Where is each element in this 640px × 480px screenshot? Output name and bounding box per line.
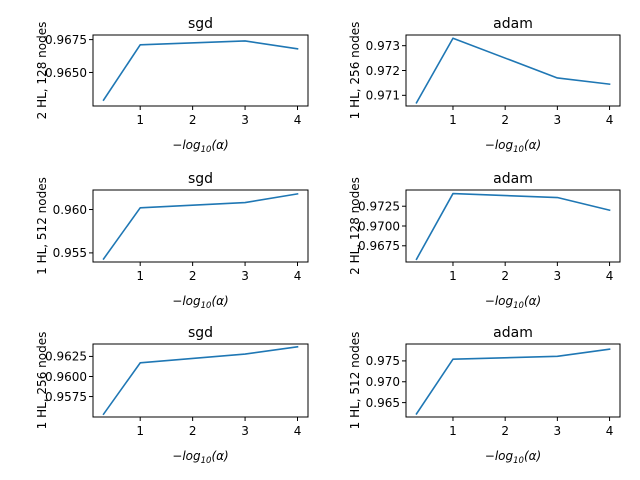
- subplot-title: adam: [493, 325, 533, 341]
- x-tick-label: 3: [554, 113, 562, 127]
- axes-frame: [405, 34, 621, 107]
- x-tick-label: 2: [501, 269, 509, 283]
- y-tick-label: 0.973: [366, 39, 400, 53]
- x-axis-label: −log10(α): [485, 294, 541, 311]
- y-tick-label: 0.9725: [358, 200, 400, 214]
- x-tick-label: 1: [449, 424, 457, 438]
- x-tick-label: 4: [294, 424, 302, 438]
- subplot-title: sgd: [188, 16, 213, 32]
- y-axis-label: 1 HL, 512 nodes: [348, 332, 362, 430]
- subplot-3: sgd 1 HL, 512 nodes −log10(α) 1 2 3 4 0.955 0.96…: [35, 171, 309, 311]
- subplot-6: adam 1 HL, 512 nodes −log10(α) 1 2 3 4 0.965 0.9…: [348, 325, 621, 466]
- series-line: [102, 192, 299, 261]
- subplot-5: sgd 1 HL, 256 nodes −log10(α) 1 2 3 4 0.9575 0.9…: [35, 325, 309, 466]
- subplot-4: adam 2 HL, 128 nodes −log10(α) 1 2 3 4 0.9675 0.…: [348, 171, 621, 311]
- axes-frame: [405, 189, 621, 263]
- axes-frame: [92, 343, 309, 418]
- x-tick-label: 4: [606, 269, 614, 283]
- subplot-2: adam 1 HL, 256 nodes −log10(α) 1 2 3 4 0.971 0.9…: [348, 16, 621, 155]
- x-tick-label: 1: [449, 113, 457, 127]
- subplot-1: sgd 2 HL, 128 nodes −log10(α) 1 2 3 4 0.9650 0.9…: [35, 16, 309, 155]
- x-tick-label: 1: [136, 424, 144, 438]
- x-tick-label: 3: [554, 424, 562, 438]
- subplot-title: sgd: [188, 325, 213, 341]
- axes-frame: [92, 34, 309, 107]
- y-axis-label: 1 HL, 256 nodes: [348, 22, 362, 120]
- y-tick-label: 0.9650: [45, 66, 87, 80]
- y-tick-label: 0.965: [366, 396, 400, 410]
- y-axis-label: 1 HL, 512 nodes: [35, 177, 49, 275]
- y-axis-label: 1 HL, 256 nodes: [35, 332, 49, 430]
- x-tick-label: 1: [136, 113, 144, 127]
- x-tick-label: 2: [189, 424, 197, 438]
- x-tick-label: 1: [449, 269, 457, 283]
- axes-frame: [92, 189, 309, 263]
- x-tick-label: 2: [189, 113, 197, 127]
- x-tick-label: 1: [136, 269, 144, 283]
- x-tick-label: 3: [554, 269, 562, 283]
- subplot-title: adam: [493, 171, 533, 187]
- series-line: [102, 40, 299, 102]
- y-tick-label: 0.955: [53, 246, 87, 260]
- x-axis-label: −log10(α): [485, 138, 541, 155]
- y-tick-label: 0.9675: [358, 239, 400, 253]
- y-tick-label: 0.970: [366, 375, 400, 389]
- axes-frame: [405, 343, 621, 418]
- y-tick-label: 0.972: [366, 64, 400, 78]
- y-axis-label: 2 HL, 128 nodes: [348, 177, 362, 275]
- y-tick-label: 0.960: [53, 203, 87, 217]
- x-tick-label: 4: [294, 269, 302, 283]
- x-tick-label: 2: [189, 269, 197, 283]
- x-tick-label: 2: [501, 113, 509, 127]
- x-tick-label: 4: [606, 113, 614, 127]
- x-tick-label: 4: [294, 113, 302, 127]
- x-axis-label: −log10(α): [172, 449, 228, 466]
- x-tick-label: 3: [241, 269, 249, 283]
- y-tick-label: 0.9675: [45, 33, 87, 47]
- x-axis-label: −log10(α): [172, 294, 228, 311]
- x-tick-label: 4: [606, 424, 614, 438]
- y-tick-label: 0.975: [366, 354, 400, 368]
- x-tick-label: 3: [241, 113, 249, 127]
- y-tick-label: 0.9625: [45, 350, 87, 364]
- x-axis-label: −log10(α): [485, 449, 541, 466]
- x-axis-label: −log10(α): [172, 138, 228, 155]
- series-line: [415, 348, 611, 415]
- y-tick-label: 0.9700: [358, 219, 400, 233]
- y-tick-label: 0.971: [366, 89, 400, 103]
- subplot-title: adam: [493, 16, 533, 32]
- series-line: [415, 192, 611, 261]
- y-tick-label: 0.9575: [45, 390, 87, 404]
- series-line: [415, 37, 611, 104]
- x-tick-label: 2: [501, 424, 509, 438]
- y-axis-label: 2 HL, 128 nodes: [35, 22, 49, 120]
- y-tick-label: 0.9600: [45, 370, 87, 384]
- subplot-title: sgd: [188, 171, 213, 187]
- series-line: [102, 345, 299, 416]
- x-tick-label: 3: [241, 424, 249, 438]
